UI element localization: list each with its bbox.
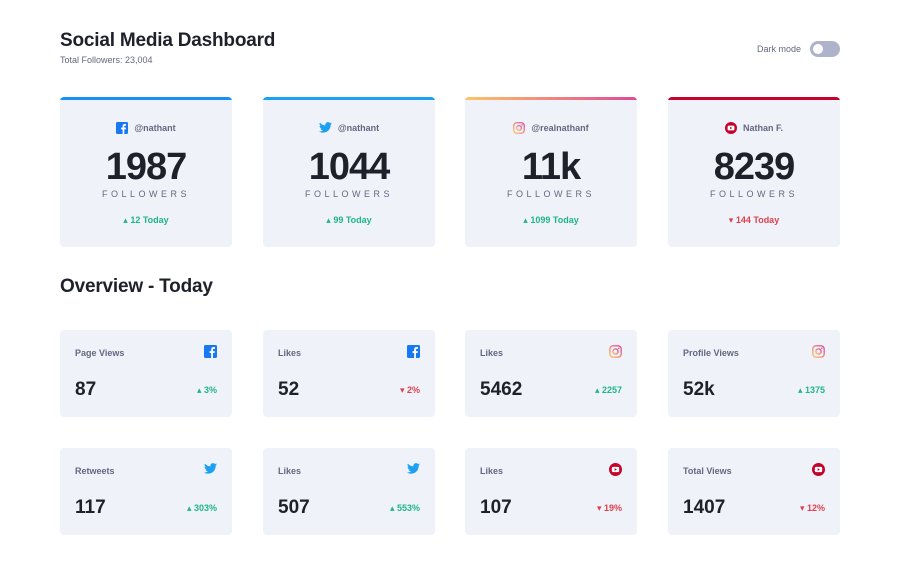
youtube-followers-card[interactable]: Nathan F. 8239 FOLLOWERS ▾ 144 Today <box>668 97 840 247</box>
dark-mode-label: Dark mode <box>756 44 801 54</box>
stat-change: ▴ 553% <box>389 503 420 513</box>
daily-change: ▴ 99 Today <box>326 215 372 225</box>
instagram-profile-views-card[interactable]: Profile Views 52k ▴ 1375 <box>668 330 840 417</box>
stat-change: ▴ 3% <box>196 385 217 395</box>
instagram-icon <box>513 122 526 134</box>
twitter-icon <box>407 463 420 474</box>
dark-mode-toggle[interactable] <box>810 41 840 57</box>
stat-value: 5462 <box>480 379 523 400</box>
stat-change: ▾ 12% <box>799 503 825 513</box>
follower-count: 1987 <box>105 146 188 188</box>
youtube-total-views-card[interactable]: Total Views 1407 ▾ 12% <box>668 448 840 535</box>
stat-value: 52k <box>683 379 715 400</box>
card-accent-bar <box>668 97 840 100</box>
stat-label: Page Views <box>75 348 125 358</box>
stat-value: 1407 <box>683 497 726 518</box>
youtube-likes-card[interactable]: Likes 107 ▾ 19% <box>465 448 637 535</box>
facebook-icon <box>204 345 217 358</box>
arrow-up-icon: ▴ <box>523 215 528 225</box>
account-handle: @nathant <box>337 122 380 133</box>
stat-value: 117 <box>75 497 106 518</box>
facebook-likes-card[interactable]: Likes 52 ▾ 2% <box>263 330 435 417</box>
twitter-followers-card[interactable]: @nathant 1044 FOLLOWERS ▴ 99 Today <box>263 97 435 247</box>
instagram-icon <box>812 345 825 358</box>
follower-count: 1044 <box>308 146 391 188</box>
youtube-icon <box>724 122 737 134</box>
twitter-retweets-card[interactable]: Retweets 117 ▴ 303% <box>60 448 232 535</box>
follower-count: 8239 <box>713 146 796 188</box>
arrow-up-icon: ▴ <box>389 503 397 513</box>
arrow-down-icon: ▾ <box>799 503 807 513</box>
daily-change: ▴ 12 Today <box>123 215 169 225</box>
card-accent-bar <box>60 97 232 100</box>
overview-title: Overview - Today <box>60 276 213 297</box>
account-handle: Nathan F. <box>742 123 783 133</box>
facebook-page-views-card[interactable]: Page Views 87 ▴ 3% <box>60 330 232 417</box>
followers-label: FOLLOWERS <box>101 189 190 199</box>
account-handle: @nathant <box>134 123 176 133</box>
arrow-down-icon: ▾ <box>728 215 734 225</box>
daily-change: ▴ 1099 Today <box>523 215 579 225</box>
facebook-icon <box>407 345 420 358</box>
twitter-icon <box>318 122 332 133</box>
card-accent-bar <box>263 97 435 100</box>
stat-value: 507 <box>278 497 310 518</box>
stat-value: 87 <box>75 379 97 400</box>
stat-change: ▴ 2257 <box>594 385 622 395</box>
stat-label: Retweets <box>75 466 115 476</box>
stat-value: 107 <box>480 497 512 518</box>
stat-label: Likes <box>480 348 504 358</box>
account-handle: @realnathanf <box>531 123 589 133</box>
arrow-up-icon: ▴ <box>797 385 805 395</box>
followers-row: @nathant 1987 FOLLOWERS ▴ 12 Today @nath… <box>60 97 840 247</box>
stat-change: ▾ 19% <box>596 503 622 513</box>
arrow-up-icon: ▴ <box>326 215 331 225</box>
toggle-knob <box>813 44 823 54</box>
stat-label: Profile Views <box>683 348 739 358</box>
arrow-up-icon: ▴ <box>186 503 194 513</box>
daily-change: ▾ 144 Today <box>728 215 780 225</box>
followers-label: FOLLOWERS <box>506 189 595 199</box>
twitter-icon <box>204 463 217 474</box>
page-title: Social Media Dashboard <box>60 30 276 51</box>
arrow-down-icon: ▾ <box>596 503 604 513</box>
arrow-up-icon: ▴ <box>123 215 128 225</box>
stat-label: Likes <box>278 348 302 358</box>
stat-value: 52 <box>278 379 300 400</box>
follower-count: 11k <box>521 146 581 188</box>
dashboard-header: Social Media Dashboard Total Followers: … <box>60 30 840 70</box>
followers-label: FOLLOWERS <box>304 189 393 199</box>
stat-change: ▴ 303% <box>186 503 217 513</box>
instagram-icon <box>609 345 622 358</box>
stat-label: Total Views <box>683 466 732 476</box>
facebook-followers-card[interactable]: @nathant 1987 FOLLOWERS ▴ 12 Today <box>60 97 232 247</box>
stat-label: Likes <box>480 466 504 476</box>
youtube-icon <box>609 463 622 476</box>
followers-label: FOLLOWERS <box>709 189 798 199</box>
twitter-likes-card[interactable]: Likes 507 ▴ 553% <box>263 448 435 535</box>
total-followers: Total Followers: 23,004 <box>60 55 153 65</box>
card-accent-bar <box>465 97 637 100</box>
instagram-followers-card[interactable]: @realnathanf 11k FOLLOWERS ▴ 1099 Today <box>465 97 637 247</box>
stat-label: Likes <box>278 466 302 476</box>
instagram-likes-card[interactable]: Likes 5462 ▴ 2257 <box>465 330 637 417</box>
youtube-icon <box>812 463 825 476</box>
stat-change: ▾ 2% <box>399 385 420 395</box>
facebook-icon <box>116 122 129 134</box>
stat-change: ▴ 1375 <box>797 385 825 395</box>
arrow-up-icon: ▴ <box>196 385 204 395</box>
arrow-up-icon: ▴ <box>594 385 602 395</box>
dark-mode-control: Dark mode <box>757 41 840 57</box>
arrow-down-icon: ▾ <box>399 385 407 395</box>
